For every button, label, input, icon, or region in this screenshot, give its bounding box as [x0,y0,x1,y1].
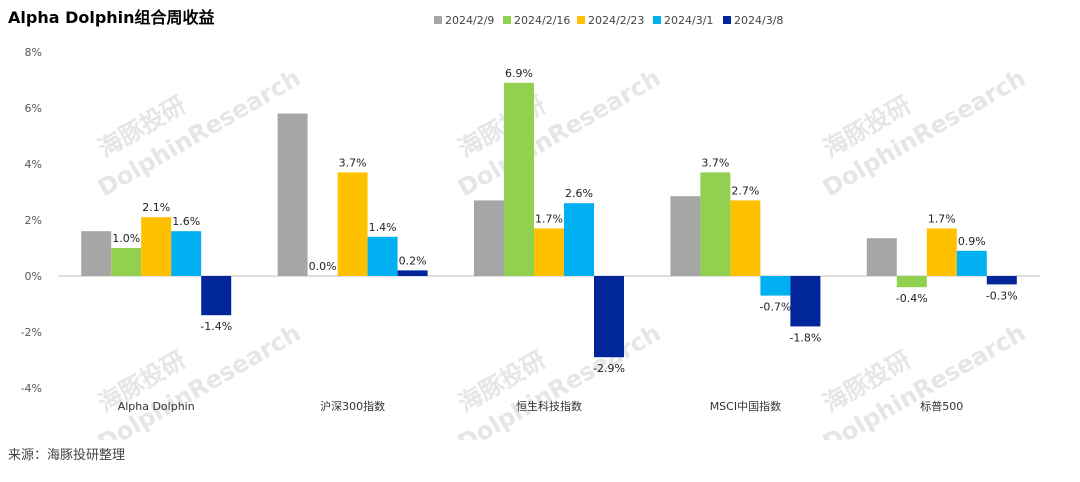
chart-title: Alpha Dolphin组合周收益 [8,8,215,27]
bar [730,200,761,276]
bar [564,203,594,276]
data-label: 1.6% [172,215,200,228]
bar [367,236,398,276]
legend-label: 2024/3/1 [664,14,713,27]
data-label: 0.2% [399,254,427,267]
data-label: -1.8% [789,331,821,344]
bar [760,276,791,296]
bar [866,238,897,276]
y-tick-label: 0% [25,270,42,283]
bar [81,231,112,276]
legend-label: 2024/2/23 [588,14,644,27]
data-label: -1.4% [200,320,232,333]
bar [111,248,142,276]
legend-swatch [723,16,731,24]
bar [700,172,731,276]
y-tick-label: 8% [25,46,42,59]
data-label: -0.4% [896,292,928,305]
bar [790,276,821,327]
bar [201,276,232,316]
bar [670,196,701,276]
bar [956,250,987,276]
data-label: 1.7% [535,212,563,225]
bar [534,228,564,276]
bar [141,217,172,276]
bar [986,276,1017,285]
source-note: 来源：海豚投研整理 [8,448,126,463]
bar [594,276,624,358]
legend-label: 2024/3/8 [734,14,783,27]
data-label: -0.3% [986,289,1018,302]
legend-label: 2024/2/16 [514,14,570,27]
data-label: 3.7% [339,156,367,169]
data-label: 3.7% [701,156,729,169]
category-label: Alpha Dolphin [118,400,195,413]
legend-swatch [503,16,511,24]
category-label: 沪深300指数 [320,399,385,413]
y-tick-label: 2% [25,214,42,227]
data-label: 0.9% [958,235,986,248]
bar [504,82,534,276]
data-label: -0.7% [759,301,791,314]
data-label: 6.9% [505,67,533,80]
data-label: 1.4% [369,221,397,234]
data-label: 2.1% [142,201,170,214]
bar [474,200,504,276]
data-label: 2.7% [731,184,759,197]
y-tick-label: 6% [25,102,42,115]
data-label: 0.0% [309,260,337,273]
data-label: 1.0% [112,232,140,245]
bar [277,113,308,276]
category-label: MSCI中国指数 [710,399,781,413]
bar [896,276,927,288]
data-label: 1.7% [928,212,956,225]
bar [337,172,368,276]
category-label: 标普500 [920,399,963,413]
bar [926,228,957,276]
bar [397,270,428,276]
data-label: 2.6% [565,187,593,200]
y-tick-label: -4% [21,382,42,395]
legend-swatch [577,16,585,24]
y-tick-label: -2% [21,326,42,339]
legend-swatch [434,16,442,24]
data-label: -2.9% [593,362,625,375]
legend-label: 2024/2/9 [445,14,494,27]
category-label: 恒生科技指数 [516,399,582,413]
bar [171,231,202,276]
legend-swatch [653,16,661,24]
y-tick-label: 4% [25,158,42,171]
